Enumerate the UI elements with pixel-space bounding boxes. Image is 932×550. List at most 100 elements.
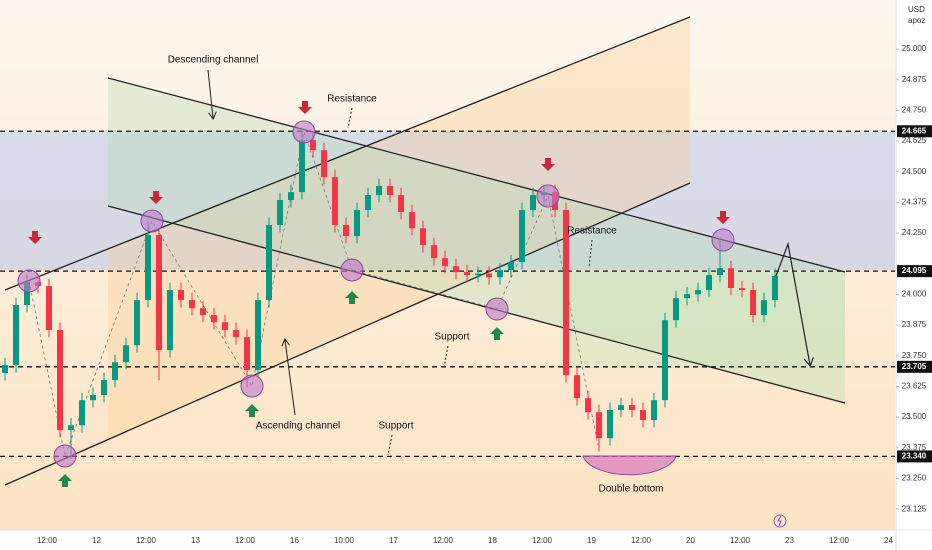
candle-body [376,185,382,196]
x-tick-label: 24 [884,536,893,545]
pointer [588,239,593,269]
candle-body [2,365,8,373]
ascending-channel-fill [108,17,690,440]
x-tick-label: 20 [686,536,695,545]
x-tick-label: 12 [92,536,101,545]
up-arrow [345,291,359,304]
pointer [387,434,393,456]
candle-body [112,362,118,381]
annotation: Resistance [327,94,377,105]
candle-body [585,398,591,413]
candle-body [299,140,305,193]
currency: USD [908,5,925,14]
candle-body [255,300,261,371]
x-tick-label: 17 [389,536,398,545]
y-tick-label: 23.375 [902,443,927,452]
y-tick-label: 23.750 [902,351,927,360]
candle-body [530,195,536,211]
candle-body [156,235,162,351]
down-arrow [541,158,555,171]
markers [17,120,735,468]
y-tick-label: 25.000 [902,44,927,53]
candle-body [618,405,624,411]
candle-body [607,410,613,439]
x-tick-label: 12:00 [532,536,553,545]
pointer [207,69,213,118]
x-tick-label: 16 [290,536,299,545]
x-tick-label: 10:00 [334,536,355,545]
up-arrow [58,474,72,487]
candle-body [79,400,85,426]
pivot-circle [17,269,41,293]
candle-body [24,282,30,305]
pivot-circle [711,228,735,252]
candle-body [288,192,294,200]
x-tick-label: 12:00 [433,536,454,545]
candle-body [684,294,690,299]
level-label: 23.340 [902,451,927,460]
candle-body [695,290,701,295]
candle-body [420,228,426,246]
pivot-circle [240,374,264,398]
annotation: Descending channel [168,55,259,66]
candle-body [475,273,481,276]
alert-icon-bolt [777,515,782,527]
candle-body [277,199,283,226]
y-tick-label: 24.750 [902,106,927,115]
candle-body [244,337,250,371]
candle-body [321,150,327,178]
candle-body [453,266,459,273]
candle-body [134,300,140,346]
pointer [285,340,296,416]
x-tick-label: 13 [191,536,200,545]
y-tick-label: 24.000 [902,290,927,299]
candle-body [310,140,316,151]
candle-body [46,286,52,331]
candle-body [673,298,679,321]
y-tick-label: 24.375 [902,198,927,207]
candle-body [189,300,195,309]
swing-path [28,130,599,458]
pivot-circle [292,120,316,144]
annotation: Support [378,421,413,432]
y-tick-label: 23.125 [902,504,927,513]
x-tick-label: 12:00 [829,536,850,545]
annotation: Double bottom [598,484,663,495]
candle-body [508,262,514,271]
x-tick-label: 12:00 [136,536,157,545]
candle-body [343,225,349,237]
up-arrow [245,404,259,417]
level-label: 23.705 [902,362,927,371]
level-badge [897,125,932,138]
candle-body [728,268,734,289]
candle-body [332,177,338,226]
y-tick-label: 24.875 [902,75,927,84]
candle-body [211,315,217,323]
candle-body [640,410,646,421]
candle-body [464,272,470,276]
levels: 24.665 24.095 23.705 23.340 [0,125,932,463]
candle-body [662,320,668,401]
x-tick-label: 19 [587,536,596,545]
y-tick-label: 23.250 [902,474,927,483]
candle-body [519,210,525,263]
descending-channel-fill [108,78,845,403]
candle-body [266,225,272,301]
double-bottom-shape [582,455,677,476]
x-tick-label: 12:00 [37,536,58,545]
pivot-circle [140,209,164,233]
symbol: apoz [908,16,925,25]
up-arrows [58,291,504,487]
pivot-circle [485,297,509,321]
level-label: 24.095 [902,266,927,275]
down-arrow [149,191,163,204]
candle-body [596,412,602,439]
candle-body [57,330,63,431]
candle-body [200,308,206,316]
pivot-circle [340,258,364,282]
candle-body [365,195,371,211]
candle-body [717,268,723,276]
level-label: 24.665 [902,126,927,135]
y-tick-label: 24.250 [902,228,927,237]
